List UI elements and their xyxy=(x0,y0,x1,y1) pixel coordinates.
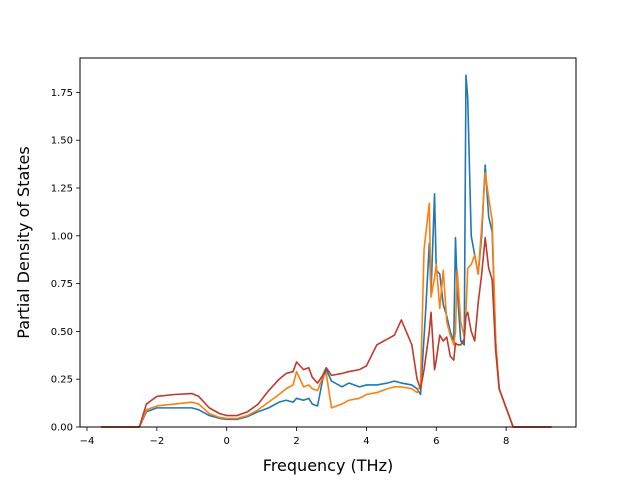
y-tick-label: 1.50 xyxy=(51,136,73,147)
y-tick-label: 0.75 xyxy=(51,279,73,290)
y-tick-label: 0.25 xyxy=(51,375,73,386)
y-tick-label: 1.75 xyxy=(51,88,73,99)
x-tick-label: 4 xyxy=(363,436,369,447)
x-tick-label: 6 xyxy=(433,436,439,447)
y-tick-label: 1.25 xyxy=(51,184,73,195)
y-axis-title: Partial Density of States xyxy=(14,146,33,338)
x-axis-title: Frequency (THz) xyxy=(263,456,393,475)
series-line-1 xyxy=(100,74,552,428)
y-tick-label: 0.00 xyxy=(51,423,73,434)
x-tick-label: 0 xyxy=(224,436,230,447)
y-tick-label: 0.50 xyxy=(51,327,73,338)
plot-frame xyxy=(79,57,577,428)
series-layer xyxy=(100,74,552,428)
x-tick-label: −2 xyxy=(149,436,164,447)
x-tick-label: 2 xyxy=(293,436,299,447)
series-line-2 xyxy=(100,171,552,428)
series-line-3 xyxy=(100,236,552,428)
x-axis-ticks: −4 −2 0 2 4 6 8 xyxy=(80,427,509,447)
x-tick-label: −4 xyxy=(80,436,95,447)
x-tick-label: 8 xyxy=(503,436,509,447)
y-axis-ticks: 0.00 0.25 0.50 0.75 1.00 1.25 1.50 1.75 xyxy=(51,88,80,434)
y-tick-label: 1.00 xyxy=(51,231,73,242)
